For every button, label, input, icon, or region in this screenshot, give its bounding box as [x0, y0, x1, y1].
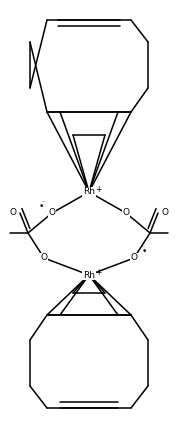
Text: •: •: [142, 247, 147, 256]
Text: O: O: [41, 254, 48, 263]
Text: ⁻: ⁻: [141, 246, 145, 251]
Text: O: O: [130, 254, 137, 263]
Text: +: +: [96, 185, 102, 194]
Text: O: O: [9, 208, 16, 218]
Text: +: +: [96, 269, 102, 278]
Text: •: •: [39, 202, 44, 211]
Text: Rh: Rh: [83, 187, 95, 196]
Text: Rh: Rh: [83, 271, 95, 280]
Text: O: O: [162, 208, 169, 218]
Text: O: O: [122, 208, 130, 218]
Text: O: O: [48, 208, 56, 218]
Text: ⁻: ⁻: [41, 201, 45, 206]
